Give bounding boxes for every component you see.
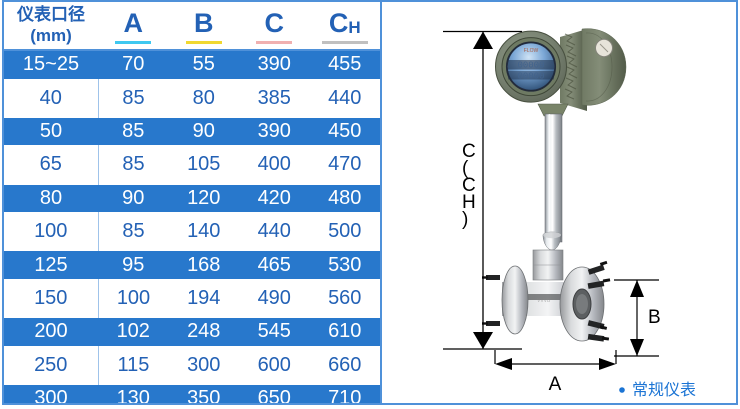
svg-text:VVVB: VVVB (537, 298, 551, 304)
svg-text:00000: 00000 (517, 61, 544, 71)
svg-text:): ) (462, 209, 468, 230)
svg-text:A: A (549, 374, 562, 395)
svg-text:FLOW: FLOW (524, 48, 539, 54)
svg-text:B: B (648, 307, 661, 328)
svg-text:00000: 00000 (517, 72, 544, 82)
svg-text:常规仪表: 常规仪表 (632, 381, 696, 399)
